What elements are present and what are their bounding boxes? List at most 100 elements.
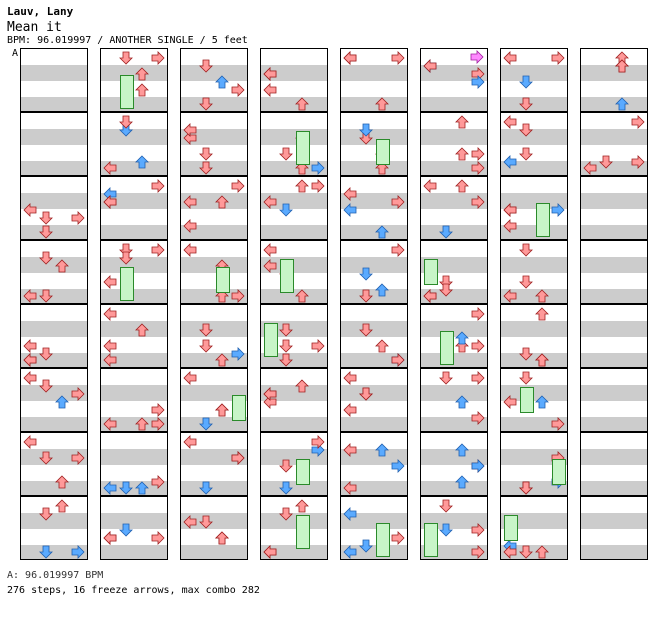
measure [260, 176, 328, 240]
measure [500, 496, 568, 560]
up-arrow-icon [55, 395, 69, 409]
left-arrow-icon [183, 195, 197, 209]
measure [100, 240, 168, 304]
down-arrow-icon [439, 499, 453, 513]
left-arrow-icon [183, 435, 197, 449]
down-arrow-icon [519, 243, 533, 257]
right-arrow-icon [551, 51, 565, 65]
left-arrow-icon [183, 243, 197, 257]
measure [580, 304, 648, 368]
down-arrow-icon [279, 323, 293, 337]
up-arrow-icon [215, 289, 229, 303]
measure [420, 240, 488, 304]
freeze-arrow [264, 323, 278, 357]
down-arrow-icon [199, 323, 213, 337]
measure [340, 112, 408, 176]
up-arrow-icon [375, 161, 389, 175]
down-arrow-icon [119, 481, 133, 495]
left-arrow-icon [503, 115, 517, 129]
right-arrow-icon [311, 179, 325, 193]
down-arrow-icon [439, 371, 453, 385]
down-arrow-icon [519, 545, 533, 559]
measure [500, 48, 568, 112]
right-arrow-icon [151, 243, 165, 257]
left-arrow-icon [183, 371, 197, 385]
up-arrow-icon [455, 443, 469, 457]
left-arrow-icon [343, 545, 357, 559]
left-arrow-icon [423, 179, 437, 193]
down-arrow-icon [359, 289, 373, 303]
up-arrow-icon [535, 289, 549, 303]
freeze-arrow [216, 267, 230, 293]
left-arrow-icon [343, 371, 357, 385]
measure [180, 48, 248, 112]
up-arrow-icon [295, 161, 309, 175]
up-arrow-icon [135, 481, 149, 495]
right-arrow-icon [151, 403, 165, 417]
measure [340, 432, 408, 496]
down-arrow-icon [199, 481, 213, 495]
freeze-arrow [552, 459, 566, 485]
down-arrow-icon [519, 371, 533, 385]
down-arrow-icon [39, 347, 53, 361]
measure [500, 176, 568, 240]
down-arrow-icon [199, 417, 213, 431]
measure [20, 368, 88, 432]
down-arrow-icon [119, 115, 133, 129]
up-arrow-icon [535, 353, 549, 367]
measure [180, 240, 248, 304]
measure [500, 304, 568, 368]
measure [20, 496, 88, 560]
left-arrow-icon [423, 289, 437, 303]
left-arrow-icon [103, 417, 117, 431]
left-arrow-icon [103, 275, 117, 289]
right-arrow-icon [311, 339, 325, 353]
down-arrow-icon [39, 225, 53, 239]
down-arrow-icon [119, 523, 133, 537]
down-arrow-icon [519, 123, 533, 137]
left-arrow-icon [103, 195, 117, 209]
right-arrow-icon [391, 531, 405, 545]
measure [340, 240, 408, 304]
up-arrow-icon [455, 331, 469, 345]
measure [420, 368, 488, 432]
right-arrow-icon [471, 147, 485, 161]
right-arrow-icon [231, 83, 245, 97]
right-arrow-icon [471, 523, 485, 537]
up-arrow-icon [295, 97, 309, 111]
freeze-arrow [296, 515, 310, 549]
measure [100, 48, 168, 112]
measure [580, 112, 648, 176]
measure [340, 176, 408, 240]
measure [20, 176, 88, 240]
measure [500, 432, 568, 496]
measure [180, 432, 248, 496]
down-arrow-icon [39, 451, 53, 465]
measure [100, 496, 168, 560]
down-arrow-icon [199, 161, 213, 175]
up-arrow-icon [135, 417, 149, 431]
left-arrow-icon [103, 339, 117, 353]
up-arrow-icon [375, 97, 389, 111]
right-arrow-icon [71, 545, 85, 559]
right-arrow-icon [470, 50, 484, 64]
left-arrow-icon [343, 507, 357, 521]
left-arrow-icon [343, 443, 357, 457]
measure [420, 304, 488, 368]
down-arrow-icon [39, 211, 53, 225]
measure [580, 176, 648, 240]
left-arrow-icon [263, 67, 277, 81]
measure [100, 368, 168, 432]
up-arrow-icon [535, 545, 549, 559]
chart-info: BPM: 96.019997 / ANOTHER SINGLE / 5 feet [7, 35, 248, 46]
left-arrow-icon [23, 353, 37, 367]
freeze-arrow [520, 387, 534, 413]
up-arrow-icon [295, 379, 309, 393]
up-arrow-icon [295, 289, 309, 303]
up-arrow-icon [535, 395, 549, 409]
down-arrow-icon [519, 347, 533, 361]
up-arrow-icon [215, 195, 229, 209]
left-arrow-icon [263, 243, 277, 257]
down-arrow-icon [279, 147, 293, 161]
right-arrow-icon [151, 179, 165, 193]
